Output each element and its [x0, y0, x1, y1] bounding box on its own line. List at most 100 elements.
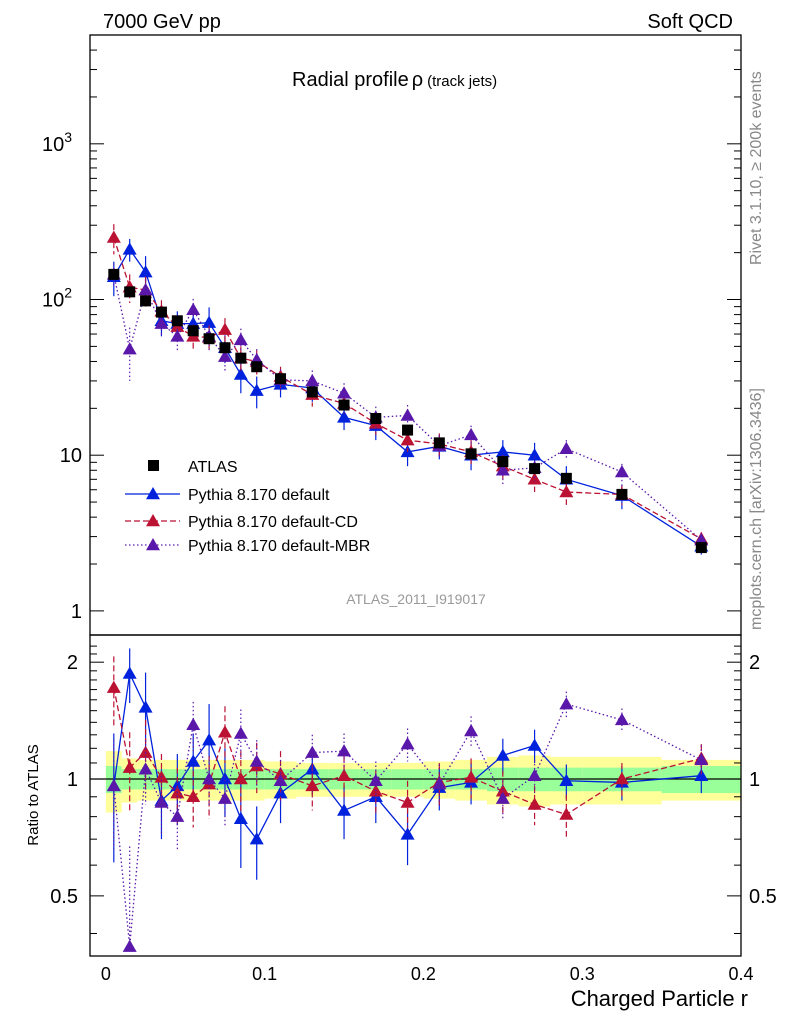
ratio-point-mbr — [170, 809, 185, 822]
ratio-point-mbr — [432, 777, 447, 790]
main-y-tick-label: 1 — [71, 601, 82, 623]
ratio-point-cd — [233, 772, 248, 785]
point-mbr — [614, 464, 629, 478]
ratio-point-cd — [122, 760, 137, 773]
point-mbr — [170, 329, 185, 342]
ratio-point-mbr — [495, 791, 510, 804]
ratio-point-cd — [337, 768, 352, 781]
ratio-point-mbr — [106, 778, 121, 792]
ratio-y-tick-label-right: 0.5 — [749, 886, 777, 908]
ratio-point-mbr — [559, 697, 574, 710]
ratio-point-mbr — [249, 754, 264, 767]
ratio-marks — [106, 648, 709, 952]
ratio-point-mbr — [400, 737, 415, 750]
ratio-y-tick-label-right: 2 — [749, 652, 760, 674]
x-tick-label: 0 — [101, 964, 111, 984]
x-tick-label: 0.3 — [570, 964, 595, 984]
point-default — [233, 367, 248, 380]
ratio-line-cd — [113, 687, 702, 816]
ratio-y-tick-label: 2 — [67, 652, 78, 674]
ratio-point-default — [186, 754, 201, 767]
x-tick-label: 0.2 — [411, 964, 436, 984]
series-line-cd — [113, 237, 702, 540]
point-atlas — [187, 325, 199, 337]
legend-marker-atlas — [148, 460, 159, 471]
x-tick-label: 0.1 — [252, 964, 277, 984]
point-atlas — [235, 352, 247, 364]
point-cd — [106, 230, 121, 243]
analysis-id: ATLAS_2011_I919017 — [346, 591, 486, 607]
legend-label-cd: Pythia 8.170 default-CD — [188, 514, 358, 531]
point-atlas — [370, 413, 382, 425]
ratio-point-mbr — [138, 762, 153, 775]
point-atlas — [695, 542, 707, 554]
ratio-ylabel: Ratio to ATLAS — [25, 744, 42, 845]
ratio-point-mbr — [337, 744, 352, 757]
ratio-point-default — [122, 666, 137, 679]
ratio-frame — [89, 634, 742, 957]
ratio-point-cd — [559, 807, 574, 820]
point-default — [249, 383, 264, 396]
ratio-point-default — [202, 733, 217, 746]
ratio-point-mbr — [154, 795, 169, 808]
point-atlas — [251, 361, 263, 373]
point-default — [495, 444, 510, 458]
chart-title-main: Radial profile — [292, 69, 409, 91]
ratio-point-default — [400, 827, 415, 840]
chart-title-symbol: ρ — [412, 69, 423, 91]
point-atlas — [338, 399, 350, 411]
ratio-y-tick-label: 0.5 — [50, 886, 78, 908]
point-mbr — [495, 463, 510, 476]
ratio-line-mbr — [113, 703, 702, 947]
point-cd — [559, 485, 574, 498]
point-mbr — [464, 427, 479, 441]
ratio-point-default — [527, 738, 542, 751]
legend-marker-default — [146, 487, 160, 500]
point-cd — [527, 472, 542, 485]
point-default — [202, 315, 217, 328]
point-mbr — [337, 386, 352, 399]
ratio-point-default — [138, 700, 153, 713]
point-atlas — [497, 456, 509, 468]
main-axes: 1 10 102 103 — [42, 34, 741, 623]
legend-label-atlas: ATLAS — [188, 459, 238, 476]
x-axis-label: Charged Particle r — [571, 986, 748, 1011]
point-atlas — [108, 268, 120, 280]
ratio-y-tick-label: 1 — [67, 769, 78, 791]
point-mbr — [233, 332, 248, 346]
point-default — [527, 448, 542, 461]
ratio-point-mbr — [614, 712, 629, 726]
ratio-point-cd — [217, 725, 232, 738]
main-y-tick-label: 102 — [42, 285, 72, 312]
legend-marker-cd — [146, 514, 160, 527]
ratio-point-default — [559, 773, 574, 786]
ratio-point-cd — [106, 680, 121, 693]
header-right: Soft QCD — [647, 11, 733, 33]
point-mbr — [154, 316, 169, 329]
point-atlas — [465, 448, 477, 460]
ratio-point-mbr — [273, 773, 288, 786]
point-mbr — [217, 349, 232, 362]
x-tick-label: 0.4 — [728, 964, 753, 984]
point-atlas — [171, 315, 183, 327]
point-atlas — [140, 295, 152, 307]
main-y-tick-label: 10 — [60, 445, 82, 467]
point-atlas — [155, 306, 167, 318]
ratio-point-cd — [527, 797, 542, 810]
ratio-axes: 0.5 0.5 1 1 2 2 — [50, 645, 777, 934]
ratio-point-mbr — [233, 726, 248, 739]
point-default — [337, 410, 352, 423]
point-default — [122, 242, 137, 255]
point-mbr — [559, 441, 574, 455]
ratio-point-mbr — [217, 791, 232, 804]
x-tick-labels: 0 0.1 0.2 0.3 0.4 — [101, 964, 754, 984]
ratio-point-cd — [305, 778, 320, 792]
legend: ATLAS Pythia 8.170 default Pythia 8.170 de… — [125, 459, 370, 555]
header-left: 7000 GeV pp — [103, 11, 221, 33]
point-default — [138, 265, 153, 278]
ratio-point-default — [495, 748, 510, 761]
point-atlas — [560, 472, 572, 484]
ratio-point-default — [217, 772, 232, 785]
point-atlas — [306, 386, 318, 398]
